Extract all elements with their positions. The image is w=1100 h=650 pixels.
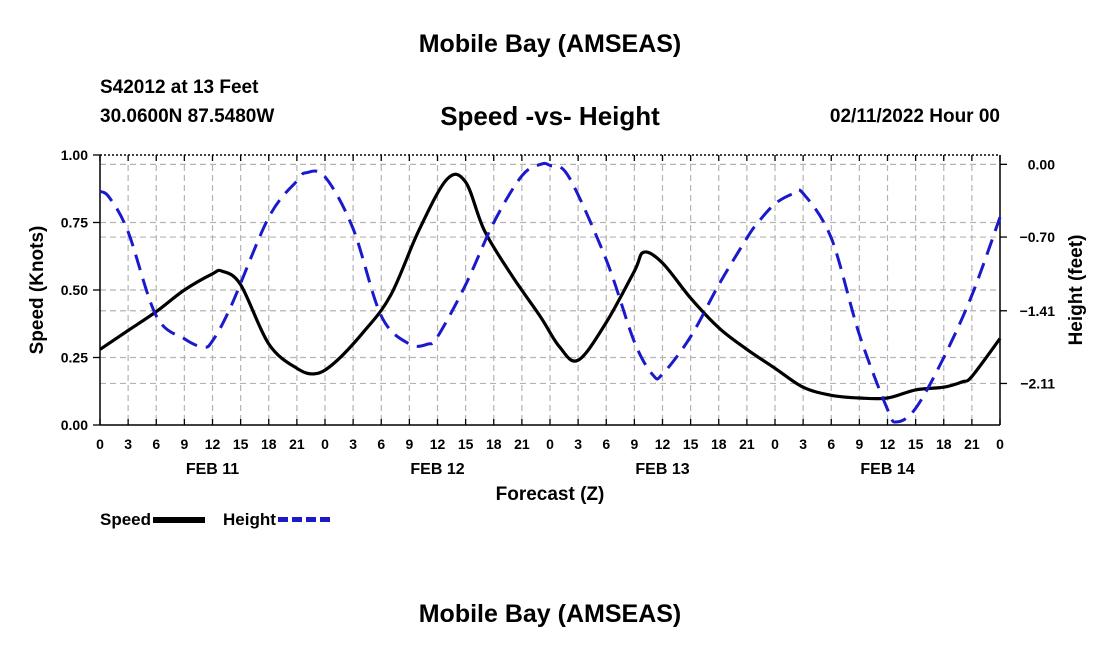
- x-tick-label: 21: [289, 436, 305, 452]
- x-tick-label: 12: [205, 436, 221, 452]
- x-tick-label: 18: [486, 436, 502, 452]
- x-tick-label: 6: [827, 436, 835, 452]
- x-tick-label: 0: [996, 436, 1004, 452]
- x-tick-label: 0: [96, 436, 104, 452]
- footer-title: Mobile Bay (AMSEAS): [418, 600, 682, 628]
- height-series-line: [99, 161, 1002, 424]
- y-tick-label: 0.00: [61, 417, 88, 433]
- chart-main-title: Mobile Bay (AMSEAS): [418, 30, 682, 58]
- y-axis-label: Speed (Knots): [27, 226, 48, 355]
- x-tick-label: 6: [602, 436, 610, 452]
- x-tick-label: 12: [655, 436, 671, 452]
- x-tick-label: 3: [799, 436, 807, 452]
- x-tick-label: 18: [261, 436, 277, 452]
- x-tick-label: 18: [936, 436, 952, 452]
- date-label: FEB 13: [635, 461, 689, 478]
- x-tick-label: 0: [771, 436, 779, 452]
- y-tick-label: 1.00: [61, 147, 88, 163]
- x-tick-label: 6: [377, 436, 385, 452]
- date-label: FEB 12: [410, 461, 464, 478]
- x-tick-label: 21: [514, 436, 530, 452]
- y2-tick-label: −0.70: [1020, 229, 1056, 245]
- x-tick-label: 12: [430, 436, 446, 452]
- x-tick-label: 9: [405, 436, 413, 452]
- y2-tick-label: 0.00: [1028, 156, 1055, 172]
- x-tick-label: 15: [908, 436, 924, 452]
- x-tick-label: 18: [711, 436, 727, 452]
- y-tick-label: 0.50: [61, 282, 88, 298]
- x-tick-label: 3: [124, 436, 132, 452]
- date-label: FEB 14: [860, 461, 914, 478]
- x-tick-label: 12: [880, 436, 896, 452]
- y2-tick-label: −1.41: [1020, 303, 1056, 319]
- forecast-timestamp: 02/11/2022 Hour 00: [829, 106, 1000, 127]
- x-tick-label: 9: [180, 436, 188, 452]
- coordinates-label: 30.0600N 87.5480W: [100, 106, 275, 127]
- y-tick-label: 0.25: [61, 350, 88, 366]
- date-label: FEB 11: [186, 461, 239, 478]
- x-tick-label: 21: [739, 436, 755, 452]
- speed-series-line: [99, 172, 1002, 401]
- x-tick-label: 3: [574, 436, 582, 452]
- legend-height-swatch: [277, 517, 330, 523]
- x-tick-label: 9: [630, 436, 638, 452]
- x-tick-label: 3: [349, 436, 357, 452]
- y2-tick-label: −2.11: [1020, 375, 1055, 391]
- station-label: S42012 at 13 Feet: [100, 77, 259, 98]
- x-tick-label: 15: [458, 436, 474, 452]
- legend-speed-label: Speed: [100, 509, 152, 529]
- x-tick-label: 6: [152, 436, 160, 452]
- x-tick-label: 0: [321, 436, 329, 452]
- x-axis-label: Forecast (Z): [496, 484, 605, 505]
- legend-speed-swatch: [153, 516, 206, 523]
- y2-axis-label: Height (feet): [1066, 235, 1087, 346]
- x-tick-label: 0: [546, 436, 554, 452]
- legend: Speed Height: [100, 509, 330, 530]
- x-tick-label: 15: [683, 436, 699, 452]
- x-tick-label: 15: [233, 436, 249, 452]
- legend-height-label: Height: [223, 509, 276, 529]
- y-tick-label: 0.75: [61, 215, 88, 231]
- chart-subtitle: Speed -vs- Height: [440, 101, 660, 131]
- x-tick-label: 21: [964, 436, 980, 452]
- x-tick-label: 9: [855, 436, 863, 452]
